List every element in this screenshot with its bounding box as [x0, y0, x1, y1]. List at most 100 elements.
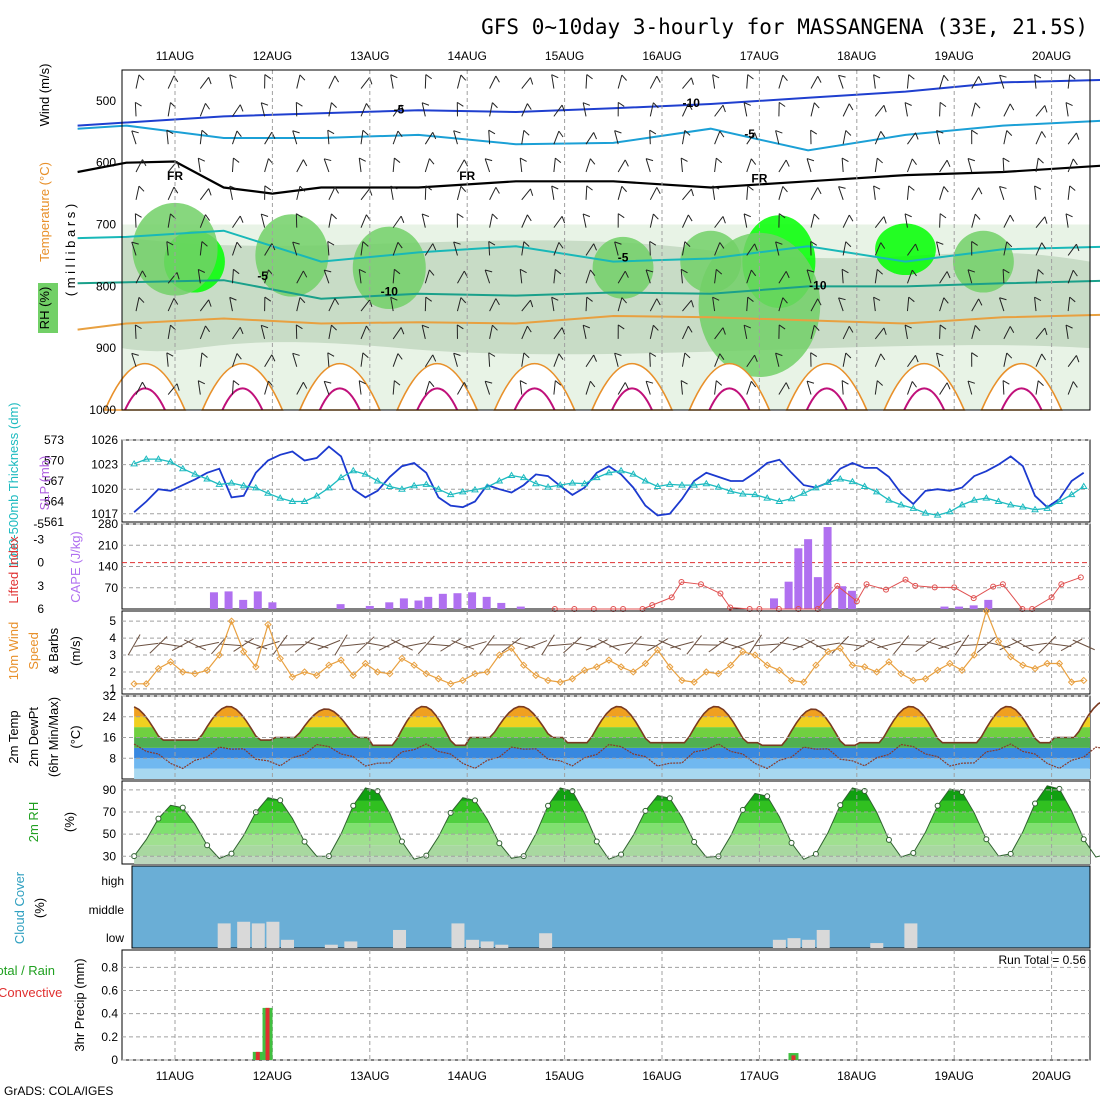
- wind-barb-upper: [166, 352, 174, 367]
- wind-barb-upper: [1035, 380, 1044, 395]
- wind-barb-upper: [712, 74, 720, 89]
- wind-barb-upper: [199, 214, 210, 228]
- wind10m-point: [897, 669, 905, 678]
- wind-barb-upper: [292, 130, 300, 145]
- wind10m-y-tick: 2: [109, 665, 116, 679]
- wind-barb-shaft: [360, 299, 370, 312]
- thickness-point: [592, 473, 601, 481]
- wind-barb-flag: [712, 74, 720, 79]
- cloud-low-bar: [816, 929, 830, 948]
- wind-barb-upper: [842, 103, 854, 117]
- wind-barb-flag: [690, 188, 694, 197]
- wind10m-barb-shaft: [183, 639, 207, 651]
- isotherm-label: -10: [381, 285, 399, 299]
- wind-barb-flag: [229, 296, 237, 301]
- wind10m-point: [1067, 678, 1076, 686]
- wind-barb-flag: [558, 242, 564, 249]
- wind10m-point: [507, 644, 516, 652]
- wind10m-point: [276, 654, 284, 663]
- wind-barb-flag: [205, 325, 210, 333]
- wind-barb-shaft: [939, 186, 945, 200]
- wind-barb-upper: [810, 298, 822, 312]
- wind-barb-upper: [167, 298, 179, 312]
- wind-barb-shaft: [296, 74, 301, 89]
- wind-barb-shaft: [392, 269, 395, 284]
- wind-barb-shaft: [1035, 158, 1039, 173]
- wind-barb-flag: [915, 132, 919, 140]
- wind-barb-flag: [778, 324, 786, 330]
- wind-barb-shaft: [553, 216, 563, 228]
- wind-barb-flag: [485, 380, 493, 384]
- day-label-bottom: 19AUG: [935, 1069, 974, 1083]
- rh2m-point: [788, 839, 795, 846]
- wind-barb-upper: [617, 101, 625, 117]
- thickness-point: [191, 470, 199, 477]
- wind-barb-shaft: [521, 188, 531, 201]
- wind-barb-shaft: [1067, 243, 1077, 256]
- wind-barb-shaft: [617, 297, 623, 312]
- wind-barb-upper: [873, 185, 881, 200]
- wind-barb-flag: [617, 324, 625, 330]
- wind-barb-upper: [134, 213, 142, 228]
- wind-barb-shaft: [232, 215, 241, 228]
- wind-barb-flag: [1037, 157, 1044, 164]
- wind-barb-flag: [936, 241, 944, 245]
- wind-barb-shaft: [904, 325, 908, 339]
- wind-barb-shaft: [649, 187, 658, 201]
- wind-barb-shaft: [810, 102, 815, 117]
- wind-barb-flag: [422, 213, 430, 218]
- wind-barb-upper: [328, 298, 340, 312]
- wind-barb-shaft: [390, 185, 394, 200]
- rh2m-point: [471, 797, 478, 804]
- wind-barb-upper: [585, 74, 593, 89]
- thickness-point: [897, 500, 906, 508]
- wind-barb-upper: [489, 213, 498, 228]
- wind-barb-shaft: [939, 102, 941, 117]
- wind-barb-shaft: [617, 186, 623, 200]
- wind-barb-flag: [229, 74, 237, 79]
- wind-barb-shaft: [874, 353, 882, 367]
- wind-barb-flag: [810, 241, 818, 246]
- wind-barb-flag: [1072, 269, 1078, 277]
- wind-barb-upper: [904, 213, 912, 228]
- wind-barb-flag: [652, 324, 659, 331]
- day-label-bottom: 20AUG: [1032, 1069, 1071, 1083]
- thickness-point: [982, 494, 991, 501]
- wind-barb-flag: [394, 157, 401, 163]
- wind-barb-flag: [873, 296, 881, 301]
- wind-barb-flag: [652, 213, 659, 220]
- chart-layer: 11AUG11AUG12AUG12AUG13AUG13AUG14AUG14AUG…: [0, 49, 1100, 1083]
- thickness-point: [178, 464, 187, 472]
- wind-barb-flag: [488, 352, 496, 357]
- wind-barb-shaft: [519, 269, 523, 284]
- wind-barb-shaft: [167, 383, 178, 395]
- wind-barb-upper: [1034, 185, 1042, 200]
- wind-barb-flag: [359, 268, 366, 274]
- wind10m-point: [215, 651, 224, 659]
- wind-barb-shaft: [292, 130, 298, 145]
- wind-barb-shaft: [649, 298, 658, 312]
- wind-barb-flag: [492, 213, 498, 220]
- wind10m-point: [239, 647, 248, 656]
- wind10m-point: [593, 663, 601, 671]
- wind-barb-shaft: [585, 74, 588, 89]
- wind-barb-shaft: [551, 74, 555, 89]
- slp-y-tick: 1023: [91, 458, 118, 472]
- wind-barb-flag: [292, 130, 300, 134]
- wind10m-barb: [708, 637, 729, 653]
- wind-barb-upper: [971, 325, 981, 340]
- thickness-ylabel: 1000-500mb Thickness (dm): [6, 402, 21, 567]
- wind10m-ylabel-4: (m/s): [68, 636, 83, 666]
- cape-y-tick: 70: [105, 581, 119, 595]
- wind-barb-flag: [883, 216, 887, 224]
- wind-barb-upper: [264, 185, 272, 200]
- thickness-point: [495, 477, 504, 484]
- wind-barb-shaft: [936, 352, 941, 367]
- wind-barb-upper: [874, 242, 886, 256]
- wind-barb-upper: [874, 131, 886, 145]
- wind-barb-flag: [523, 241, 530, 247]
- wind-barb-upper: [714, 104, 726, 117]
- wind10m-barb: [451, 640, 475, 650]
- wind10m-point: [1006, 653, 1015, 661]
- wind-barb-flag: [485, 269, 493, 273]
